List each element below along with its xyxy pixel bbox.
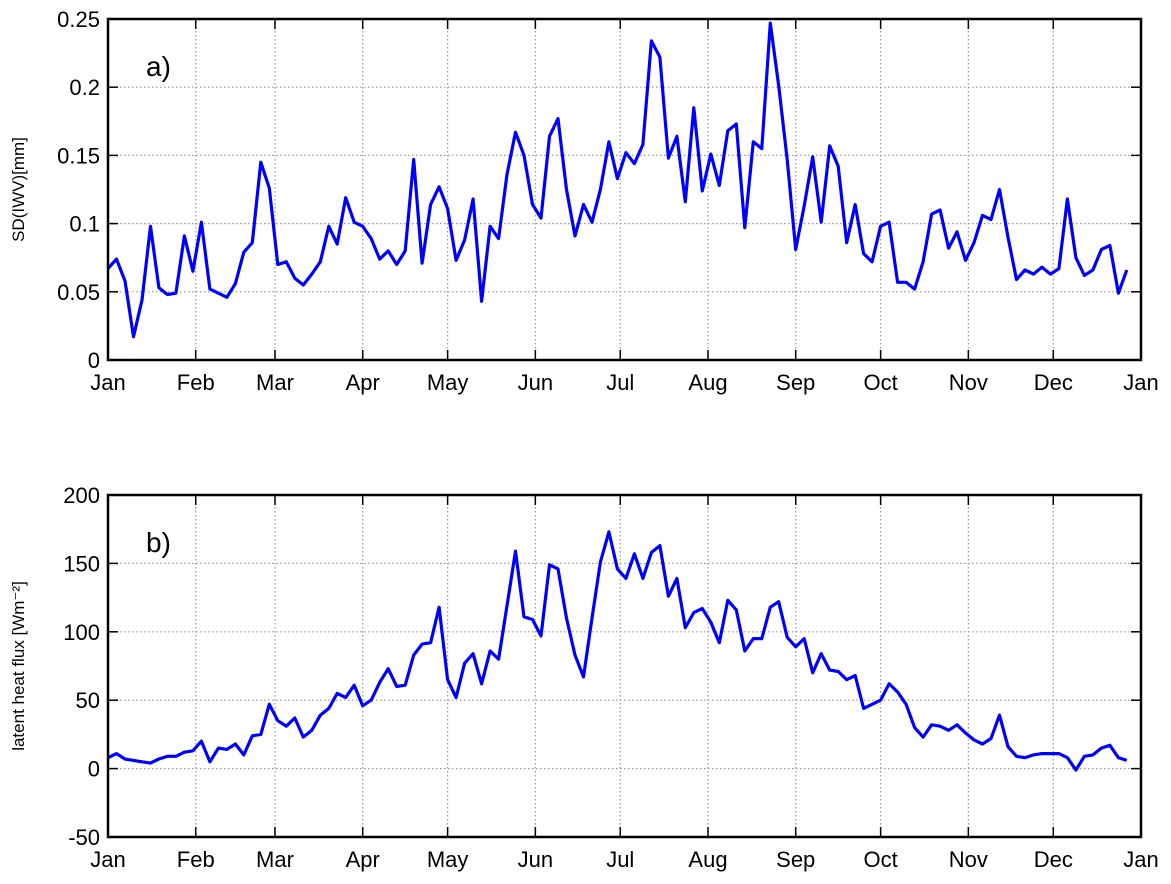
data-line — [106, 21, 1129, 339]
x-tick-label: Oct — [864, 370, 898, 395]
y-tick-label: 0.2 — [69, 75, 100, 100]
x-tick-label: Jan — [1123, 370, 1158, 395]
x-tick-label: Nov — [949, 847, 988, 872]
y-tick-label: 0.05 — [57, 280, 100, 305]
plot-frame — [106, 17, 1143, 362]
y-tick-label: -50 — [68, 825, 100, 850]
x-tick-label: Jun — [518, 847, 553, 872]
y-tick-label: 50 — [76, 688, 100, 713]
y-tick-label: 0.15 — [57, 143, 100, 168]
x-tick-label: Apr — [346, 847, 380, 872]
y-axis-label: SD(IWV)[mm] — [9, 137, 28, 242]
x-tick-label: Jun — [518, 370, 553, 395]
x-tick-label: Mar — [256, 847, 294, 872]
y-tick-label: 0 — [88, 348, 100, 373]
x-tick-label: Sep — [776, 370, 815, 395]
y-tick-label: 0.25 — [57, 7, 100, 32]
x-tick-label: Jul — [606, 370, 634, 395]
x-tick-label: Dec — [1034, 847, 1073, 872]
panel-label: a) — [146, 51, 171, 82]
x-tick-label: Feb — [177, 370, 215, 395]
x-tick-label: May — [427, 370, 469, 395]
x-tick-label: Mar — [256, 370, 294, 395]
panel-label: b) — [146, 527, 171, 558]
x-tick-label: Jan — [1123, 847, 1158, 872]
x-tick-label: Jul — [606, 847, 634, 872]
x-tick-label: Nov — [949, 370, 988, 395]
x-tick-label: Feb — [177, 847, 215, 872]
y-tick-label: 200 — [63, 483, 100, 508]
x-tick-label: Aug — [688, 847, 727, 872]
x-tick-label: Aug — [688, 370, 727, 395]
x-tick-label: Oct — [864, 847, 898, 872]
x-tick-label: May — [427, 847, 469, 872]
plot-frame — [106, 493, 1143, 839]
y-tick-label: 0 — [88, 757, 100, 782]
y-axis-label: latent heat flux [Wm⁻²] — [9, 581, 28, 751]
x-tick-label: Sep — [776, 847, 815, 872]
x-tick-label: Apr — [346, 370, 380, 395]
y-tick-label: 0.1 — [69, 212, 100, 237]
y-tick-label: 100 — [63, 620, 100, 645]
y-tick-label: 150 — [63, 551, 100, 576]
x-tick-label: Dec — [1034, 370, 1073, 395]
x-tick-label: Jan — [90, 370, 125, 395]
data-line — [107, 530, 1128, 772]
x-tick-label: Jan — [90, 847, 125, 872]
